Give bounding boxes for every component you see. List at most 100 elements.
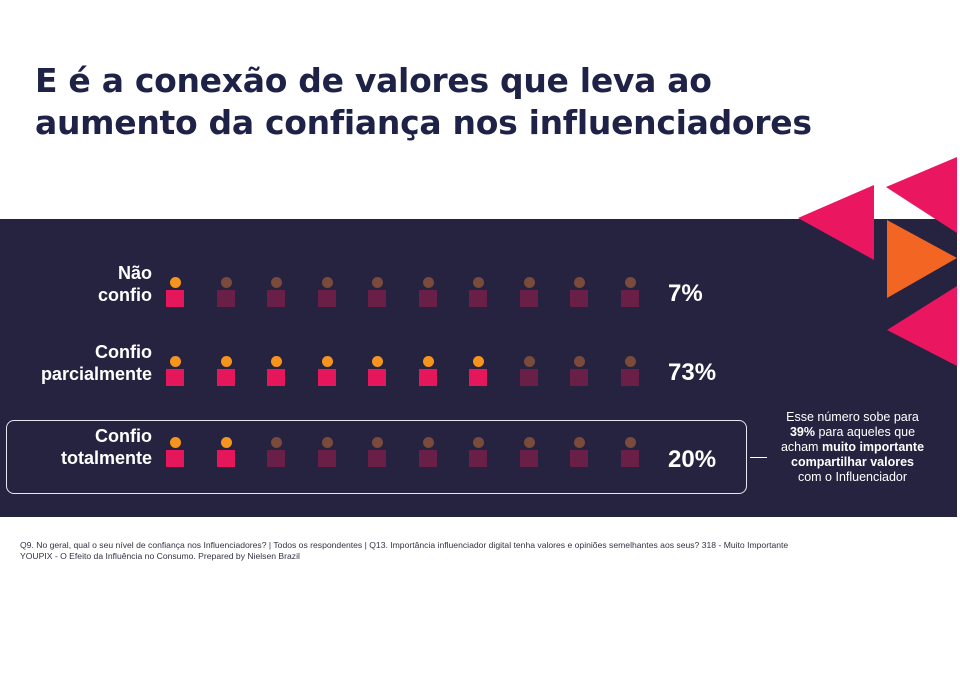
- person-body: [166, 290, 184, 307]
- person-body: [570, 369, 588, 386]
- row-label-line-1: Não: [117, 263, 152, 283]
- person-head: [422, 277, 434, 288]
- row-label: Confio parcialmente: [0, 341, 152, 385]
- person-icon-empty: [367, 277, 387, 309]
- title-line-1: E é a conexão de valores que leva ao: [35, 61, 712, 100]
- person-head: [170, 437, 181, 448]
- person-icon-empty: [418, 437, 438, 469]
- person-body: [267, 450, 285, 467]
- person-body: [216, 450, 235, 467]
- person-head: [574, 277, 585, 288]
- person-body: [317, 450, 336, 467]
- person-head: [574, 437, 585, 448]
- annotation-part-3: para aqueles que: [814, 425, 916, 439]
- person-body: [620, 450, 639, 467]
- person-body: [418, 369, 437, 386]
- person-icon-empty: [620, 356, 640, 388]
- person-head: [372, 356, 383, 367]
- person-icon-empty: [317, 277, 337, 309]
- person-icon-filled: [216, 356, 236, 388]
- person-body: [519, 290, 538, 307]
- person-body: [469, 290, 487, 307]
- person-icon-filled: [165, 437, 185, 469]
- title-line-2: aumento da confiança nos influenciadores: [35, 103, 812, 142]
- annotation-connector: [750, 457, 767, 458]
- row-label-line-1: Confio: [95, 342, 152, 362]
- person-icon-empty: [418, 277, 438, 309]
- person-body: [267, 290, 285, 307]
- annotation-part-2: 39%: [789, 425, 815, 439]
- person-body: [469, 450, 487, 467]
- deco-triangle-3: [887, 220, 957, 298]
- percentage-label: 73%: [668, 359, 717, 386]
- person-body: [317, 369, 336, 386]
- person-body: [368, 369, 386, 386]
- person-body: [368, 290, 386, 307]
- person-head: [321, 437, 333, 448]
- person-head: [271, 437, 282, 448]
- person-body: [570, 450, 588, 467]
- person-head: [220, 277, 232, 288]
- person-icon-empty: [468, 437, 488, 469]
- row-label: Confio totalmente: [0, 425, 152, 469]
- person-head: [220, 356, 232, 367]
- percentage-label: 20%: [668, 446, 717, 473]
- person-body: [519, 369, 538, 386]
- person-head: [574, 356, 585, 367]
- person-icon-empty: [519, 437, 539, 469]
- person-icon-empty: [620, 437, 640, 469]
- person-body: [620, 290, 639, 307]
- person-head: [170, 277, 181, 288]
- person-icon-empty: [519, 356, 539, 388]
- person-icon-filled: [367, 356, 387, 388]
- footnote-line-1: Q9. No geral, qual o seu nível de confia…: [20, 540, 789, 550]
- highlight-box: [6, 420, 747, 494]
- row-label-line-2: confio: [98, 285, 152, 305]
- annotation-part-4: acham: [780, 440, 822, 454]
- person-head: [271, 277, 282, 288]
- chart-panel: [0, 219, 957, 517]
- person-icon-empty: [468, 277, 488, 309]
- person-head: [271, 356, 282, 367]
- person-body: [166, 450, 184, 467]
- deco-triangle-4: [887, 286, 957, 366]
- deco-triangle-2: [798, 185, 874, 260]
- person-head: [422, 356, 434, 367]
- person-head: [372, 277, 383, 288]
- person-head: [624, 437, 636, 448]
- annotation-part-1: Esse número sobe para: [786, 410, 919, 424]
- person-body: [519, 450, 538, 467]
- person-body: [368, 450, 386, 467]
- person-icon-empty: [216, 277, 236, 309]
- person-head: [624, 356, 636, 367]
- person-icon-empty: [266, 437, 286, 469]
- deco-triangle-1: [886, 157, 957, 233]
- annotation-text: Esse número sobe para 39% para aqueles q…: [765, 410, 940, 485]
- person-head: [523, 277, 535, 288]
- person-body: [216, 369, 235, 386]
- person-icon-filled: [468, 356, 488, 388]
- person-body: [166, 369, 184, 386]
- person-head: [220, 437, 232, 448]
- footnote-line-2: YOUPIX - O Efeito da Influência no Consu…: [20, 551, 300, 561]
- person-icon-empty: [569, 277, 589, 309]
- footnote: Q9. No geral, qual o seu nível de confia…: [20, 540, 950, 562]
- person-icon-empty: [317, 437, 337, 469]
- page-title: E é a conexão de valores que leva ao aum…: [35, 60, 935, 144]
- person-body: [267, 369, 285, 386]
- person-head: [473, 277, 484, 288]
- person-head: [624, 277, 636, 288]
- person-head: [170, 356, 181, 367]
- person-head: [523, 437, 535, 448]
- person-icon-filled: [165, 277, 185, 309]
- person-head: [422, 437, 434, 448]
- percentage-label: 7%: [668, 280, 703, 307]
- person-icon-filled: [165, 356, 185, 388]
- person-body: [317, 290, 336, 307]
- person-icon-empty: [569, 437, 589, 469]
- person-body: [620, 369, 639, 386]
- person-icon-empty: [266, 277, 286, 309]
- row-label-line-2: parcialmente: [40, 364, 152, 384]
- person-head: [372, 437, 383, 448]
